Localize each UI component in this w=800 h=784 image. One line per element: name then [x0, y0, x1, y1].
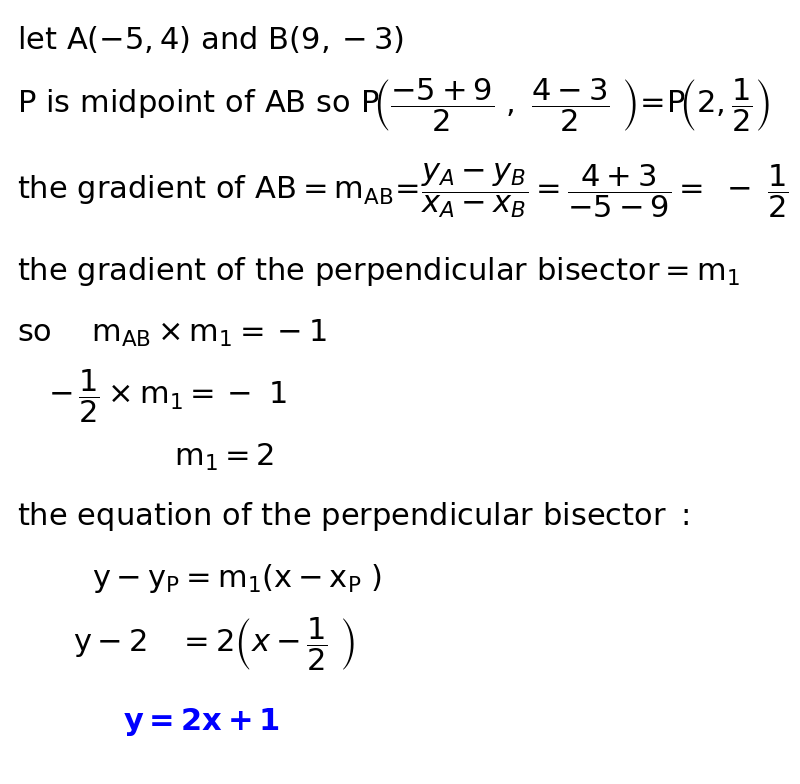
Text: $\mathrm{y - y_P = m_1(x - x_P\ )}$: $\mathrm{y - y_P = m_1(x - x_P\ )}$	[92, 561, 382, 594]
Text: $\mathrm{the\ gradient\ of\ the\ perpendicular\ bisector = m_1}$: $\mathrm{the\ gradient\ of\ the\ perpend…	[17, 256, 739, 289]
Text: $\mathrm{the\ gradient\ of\ AB = m_{AB}}\!=\!\dfrac{y_A-y_B}{x_A-x_B}=\dfrac{4+3: $\mathrm{the\ gradient\ of\ AB = m_{AB}}…	[17, 161, 789, 220]
Text: $\mathbf{y = 2x + 1}$: $\mathbf{y = 2x + 1}$	[123, 706, 280, 738]
Text: $\mathrm{let\ A(-5,4)\ and\ B(9,-3)}$: $\mathrm{let\ A(-5,4)\ and\ B(9,-3)}$	[17, 24, 404, 55]
Text: $\mathrm{so\ \ \ \ m_{AB} \times m_1 = -1}$: $\mathrm{so\ \ \ \ m_{AB} \times m_1 = -…	[17, 318, 326, 350]
Text: $\mathrm{m_1 = 2}$: $\mathrm{m_1 = 2}$	[174, 442, 274, 474]
Text: $\mathrm{the\ equation\ of\ the\ perpendicular\ bisector\ :}$: $\mathrm{the\ equation\ of\ the\ perpend…	[17, 499, 689, 532]
Text: $\mathrm{P\ is\ midpoint\ of\ AB\ so\ P}\!\left(\dfrac{-5+9}{2}\ ,\ \dfrac{4-3}{: $\mathrm{P\ is\ midpoint\ of\ AB\ so\ P}…	[17, 76, 770, 134]
Text: $-\,\dfrac{1}{2} \times \mathrm{m_1} = -\ 1$: $-\,\dfrac{1}{2} \times \mathrm{m_1} = -…	[48, 367, 287, 425]
Text: $\mathrm{y - 2\ \ \ = 2}\left(x - \dfrac{1}{2}\ \right)$: $\mathrm{y - 2\ \ \ = 2}\left(x - \dfrac…	[73, 615, 355, 673]
